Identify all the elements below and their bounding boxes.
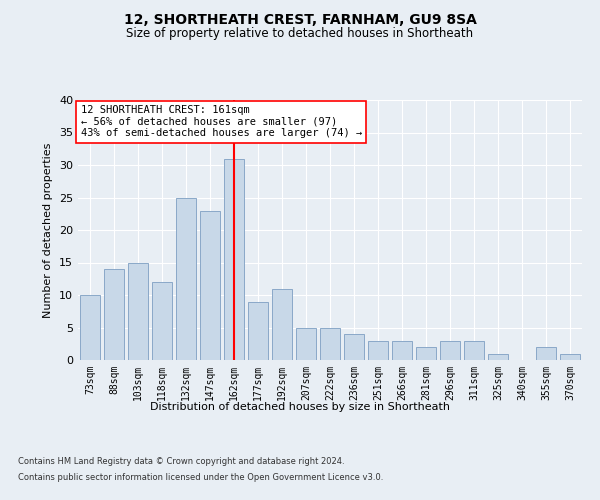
Text: Size of property relative to detached houses in Shortheath: Size of property relative to detached ho… xyxy=(127,28,473,40)
Bar xyxy=(104,269,124,360)
Bar xyxy=(560,354,580,360)
Bar xyxy=(320,328,340,360)
Text: Contains HM Land Registry data © Crown copyright and database right 2024.: Contains HM Land Registry data © Crown c… xyxy=(18,458,344,466)
Bar xyxy=(224,158,244,360)
Text: 12, SHORTHEATH CREST, FARNHAM, GU9 8SA: 12, SHORTHEATH CREST, FARNHAM, GU9 8SA xyxy=(124,12,476,26)
Bar xyxy=(464,340,484,360)
Bar xyxy=(152,282,172,360)
Text: Contains public sector information licensed under the Open Government Licence v3: Contains public sector information licen… xyxy=(18,472,383,482)
Bar xyxy=(344,334,364,360)
Bar xyxy=(488,354,508,360)
Bar xyxy=(296,328,316,360)
Bar xyxy=(392,340,412,360)
Bar xyxy=(176,198,196,360)
Bar xyxy=(416,347,436,360)
Bar xyxy=(272,288,292,360)
Text: Distribution of detached houses by size in Shortheath: Distribution of detached houses by size … xyxy=(150,402,450,412)
Bar xyxy=(200,210,220,360)
Bar xyxy=(248,302,268,360)
Bar xyxy=(368,340,388,360)
Text: 12 SHORTHEATH CREST: 161sqm
← 56% of detached houses are smaller (97)
43% of sem: 12 SHORTHEATH CREST: 161sqm ← 56% of det… xyxy=(80,105,362,138)
Bar xyxy=(440,340,460,360)
Bar xyxy=(80,295,100,360)
Bar xyxy=(128,262,148,360)
Y-axis label: Number of detached properties: Number of detached properties xyxy=(43,142,53,318)
Bar xyxy=(536,347,556,360)
